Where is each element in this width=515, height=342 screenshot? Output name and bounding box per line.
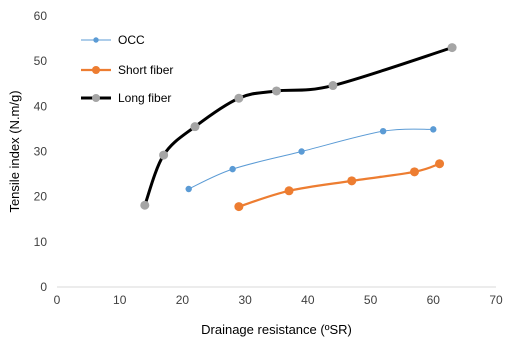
x-tick-label: 20 [176,293,190,307]
y-tick-label: 50 [34,54,48,68]
y-tick-label: 0 [40,280,47,294]
x-tick-label: 30 [238,293,252,307]
x-tick-label: 10 [113,293,127,307]
data-point-short-fiber [435,159,445,169]
y-tick-label: 10 [34,235,48,249]
legend-marker [92,66,100,74]
legend-marker [93,37,99,43]
x-tick-label: 50 [364,293,378,307]
data-point-long-fiber [140,200,150,210]
data-point-occ [185,185,192,193]
x-tick-label: 60 [427,293,441,307]
series-long-fiber [140,43,457,210]
legend: OCC Short fiber Long fiber [81,33,173,105]
series-line-occ [188,128,434,190]
data-point-short-fiber [409,167,419,177]
data-point-occ [229,165,236,173]
data-point-long-fiber [159,150,169,160]
series-short-fiber [234,159,445,212]
legend-label: OCC [118,33,145,47]
legend-label: Long fiber [118,91,171,105]
data-point-short-fiber [347,176,357,186]
data-point-short-fiber [284,186,294,196]
legend-item-short-fiber: Short fiber [81,63,173,77]
x-tick-label: 0 [54,293,61,307]
y-axis-title: Tensile index (N.m/g) [7,90,22,212]
series-line-short-fiber [238,162,440,208]
data-point-occ [379,127,387,135]
x-axis-ticks: 0 10 20 30 40 50 60 70 [54,293,503,307]
series-occ [185,126,437,193]
data-point-long-fiber [272,86,281,96]
x-tick-label: 40 [301,293,315,307]
x-axis-title: Drainage resistance (ºSR) [201,322,352,337]
y-tick-label: 20 [34,190,48,204]
x-tick-label: 70 [489,293,503,307]
data-point-occ [430,126,437,133]
data-point-short-fiber [234,202,244,212]
legend-item-occ: OCC [81,33,145,47]
series-layer [140,43,457,212]
y-axis-ticks: 0 10 20 30 40 50 60 [34,9,48,294]
data-point-long-fiber [328,81,338,91]
legend-item-long-fiber: Long fiber [81,91,171,105]
y-tick-label: 60 [34,9,48,23]
data-point-occ [298,148,305,155]
data-point-long-fiber [447,43,457,53]
legend-label: Short fiber [118,63,173,77]
data-point-long-fiber [190,122,200,132]
y-tick-label: 40 [34,99,48,113]
data-point-long-fiber [234,93,244,103]
legend-marker [92,94,100,102]
y-tick-label: 30 [34,145,48,159]
